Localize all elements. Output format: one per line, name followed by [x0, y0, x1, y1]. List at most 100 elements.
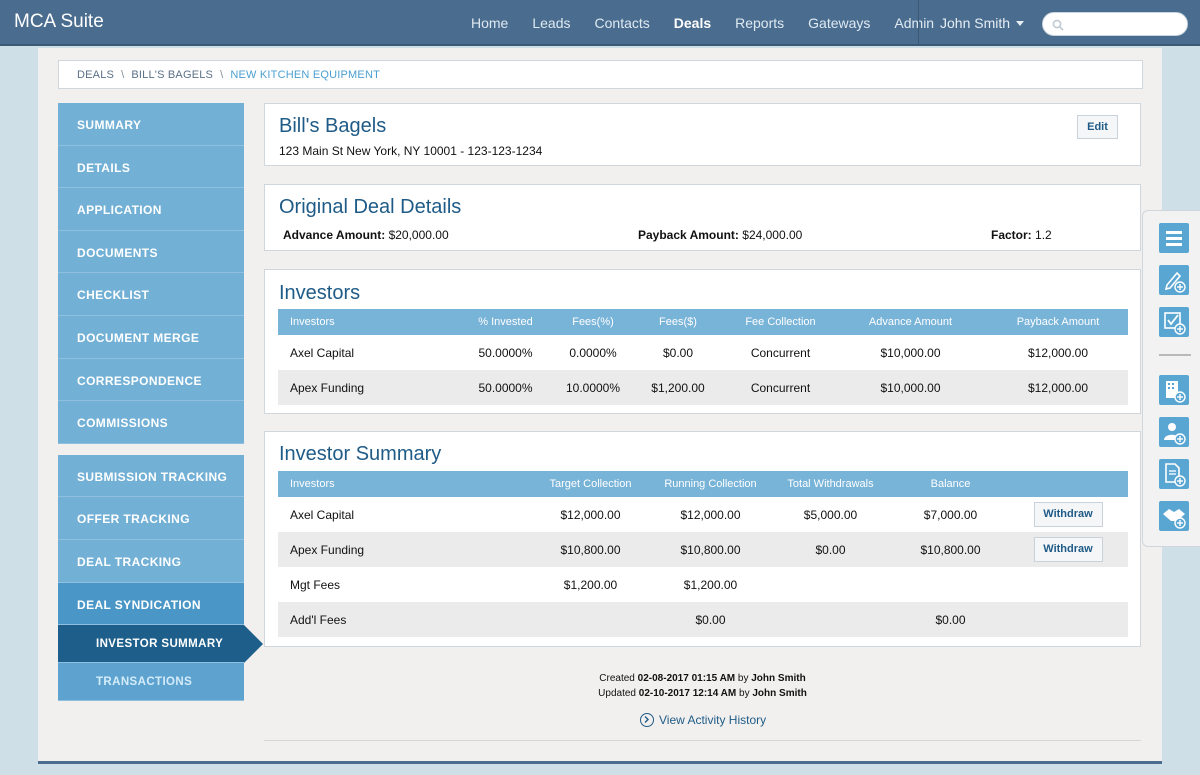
breadcrumb-deals[interactable]: DEALS	[77, 69, 115, 81]
nav-contacts[interactable]: Contacts	[594, 15, 650, 31]
view-activity-history-label: View Activity History	[659, 713, 767, 727]
table-cell: $7,000.00	[923, 507, 978, 522]
table-cell	[768, 567, 893, 602]
table-cell: $0.00	[662, 345, 694, 360]
payback-amount-label: Payback Amount:	[638, 228, 739, 242]
created-date: 02-08-2017 01:15 AM	[637, 673, 736, 684]
merchant-panel: Bill's Bagels 123 Main St New York, NY 1…	[264, 103, 1141, 166]
table-row: Axel Capital 50.0000% 0.0000% $0.00 Conc…	[278, 335, 1128, 370]
by-label: by	[737, 673, 749, 684]
nav-deals[interactable]: Deals	[673, 15, 712, 31]
column-header	[1008, 471, 1128, 497]
table-header: Investors Target Collection Running Coll…	[278, 471, 1128, 497]
table-cell: 50.0000%	[478, 345, 533, 360]
factor: Factor: 1.2	[991, 228, 1052, 242]
table-row: Axel Capital $12,000.00 $12,000.00 $5,00…	[278, 497, 1128, 532]
table-cell: $12,000.00	[988, 370, 1128, 405]
app-title[interactable]: MCA Suite	[14, 11, 104, 32]
nav-divider	[918, 0, 919, 46]
table-cell: $0.00	[893, 602, 1008, 637]
add-note-icon[interactable]	[1159, 265, 1189, 295]
table-row: Apex Funding 50.0000% 10.0000% $1,200.00…	[278, 370, 1128, 405]
payback-amount: Payback Amount: $24,000.00	[638, 228, 802, 242]
table-cell	[893, 567, 1008, 602]
sidebar-item-deal-syndication[interactable]: DEAL SYNDICATION	[58, 582, 244, 626]
table-cell: $10,000.00	[880, 345, 941, 360]
table-row: Mgt Fees $1,200.00 $1,200.00	[278, 567, 1128, 602]
nav-gateways[interactable]: Gateways	[808, 15, 871, 31]
sidebar-item-commissions[interactable]: COMMISSIONS	[58, 401, 244, 444]
sidebar-item-documents[interactable]: DOCUMENTS	[58, 230, 244, 274]
add-task-icon[interactable]	[1159, 307, 1189, 337]
sidebar-item-document-merge[interactable]: DOCUMENT MERGE	[58, 315, 244, 359]
original-deal-title: Original Deal Details	[279, 196, 462, 218]
created-info: Created 02-08-2017 01:15 AM by John Smit…	[264, 673, 1141, 684]
divider	[264, 740, 1141, 741]
updated-label: Updated	[598, 688, 636, 699]
quick-actions-toolbar	[1142, 210, 1200, 547]
table-cell	[768, 602, 893, 637]
withdraw-button[interactable]: Withdraw	[1033, 502, 1103, 527]
advance-amount: Advance Amount: $20,000.00	[283, 228, 449, 242]
sidebar: SUMMARY DETAILS APPLICATION DOCUMENTS CH…	[58, 103, 263, 702]
sidebar-item-investor-summary[interactable]: INVESTOR SUMMARY	[58, 625, 263, 664]
list-icon[interactable]	[1159, 223, 1189, 253]
table-cell: $1,200.00	[628, 370, 728, 405]
table-cell: $5,000.00	[803, 507, 858, 522]
view-activity-history-link[interactable]: View Activity History	[640, 713, 766, 727]
table-cell: $12,000.00	[1027, 345, 1089, 360]
by-label: by	[739, 688, 750, 699]
sidebar-item-details[interactable]: DETAILS	[58, 145, 244, 189]
table-header: Investors % Invested Fees(%) Fees($) Fee…	[278, 309, 1128, 335]
column-header: Advance Amount	[833, 309, 988, 335]
withdraw-button[interactable]: Withdraw	[1033, 537, 1103, 562]
nav-reports[interactable]: Reports	[735, 15, 785, 31]
investors-title: Investors	[279, 282, 361, 304]
add-company-icon[interactable]	[1159, 375, 1189, 405]
investors-table: Investors % Invested Fees(%) Fees($) Fee…	[278, 309, 1128, 405]
breadcrumb-merchant[interactable]: BILL'S BAGELS	[131, 69, 214, 81]
user-name: John Smith	[940, 15, 1011, 31]
table-cell: Axel Capital	[290, 507, 355, 522]
table-cell: Concurrent	[728, 370, 833, 405]
table-cell: $1,200.00	[683, 577, 738, 592]
table-cell: $0.00	[653, 602, 768, 637]
table-cell: $0.00	[768, 532, 893, 567]
sidebar-item-deal-tracking[interactable]: DEAL TRACKING	[58, 539, 244, 583]
original-deal-panel: Original Deal Details Advance Amount: $2…	[264, 184, 1141, 251]
sidebar-item-correspondence[interactable]: CORRESPONDENCE	[58, 358, 244, 402]
table-cell: Mgt Fees	[290, 577, 341, 592]
add-contact-icon[interactable]	[1159, 417, 1189, 447]
add-deal-icon[interactable]	[1159, 501, 1189, 531]
search-icon	[1052, 19, 1064, 31]
edit-button[interactable]: Edit	[1077, 115, 1118, 139]
sidebar-item-summary[interactable]: SUMMARY	[58, 103, 244, 146]
content-page: DEALS \ BILL'S BAGELS \ NEW KITCHEN EQUIPMEN…	[38, 48, 1162, 764]
created-label: Created	[599, 673, 635, 684]
sidebar-item-transactions[interactable]: TRANSACTIONS	[58, 663, 244, 702]
table-cell: 10.0000%	[558, 370, 628, 405]
nav-admin[interactable]: Admin	[894, 15, 935, 31]
table-cell	[1008, 602, 1128, 637]
updated-date: 02-10-2017 12:14 AM	[638, 688, 737, 699]
add-document-icon[interactable]	[1159, 459, 1189, 489]
sidebar-item-submission-tracking[interactable]: SUBMISSION TRACKING	[58, 454, 244, 498]
table-cell: Concurrent	[750, 345, 811, 360]
sidebar-item-offer-tracking[interactable]: OFFER TRACKING	[58, 497, 244, 540]
table-cell: Axel Capital	[290, 345, 355, 360]
sidebar-item-application[interactable]: APPLICATION	[58, 188, 244, 231]
table-row: Add'l Fees $0.00 $0.00	[278, 602, 1128, 637]
sidebar-item-checklist[interactable]: CHECKLIST	[58, 273, 244, 316]
nav-leads[interactable]: Leads	[532, 15, 571, 31]
table-cell: $1,200.00	[563, 577, 618, 592]
toolbar-divider	[1159, 354, 1191, 356]
nav-home[interactable]: Home	[471, 15, 509, 31]
table-cell: Withdraw	[1008, 497, 1128, 532]
breadcrumb: DEALS \ BILL'S BAGELS \ NEW KITCHEN EQUIPMEN…	[58, 60, 1143, 89]
merchant-name: Bill's Bagels	[279, 115, 387, 137]
investor-summary-title: Investor Summary	[279, 443, 442, 465]
user-menu[interactable]: John Smith	[940, 15, 1025, 31]
updated-info: Updated 02-10-2017 12:14 AM by John Smit…	[264, 688, 1141, 699]
search-input[interactable]	[1069, 17, 1189, 31]
column-header: Fee Collection	[728, 309, 833, 335]
